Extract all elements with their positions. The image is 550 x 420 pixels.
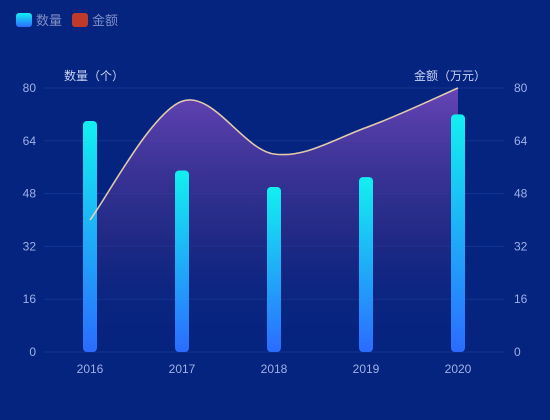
y-right-tick-label: 64 bbox=[514, 134, 528, 148]
x-tick-label: 2020 bbox=[445, 362, 472, 376]
y-left-tick-label: 32 bbox=[23, 239, 37, 253]
quantity-bar[interactable] bbox=[359, 177, 373, 352]
y-right-axis-title: 金额（万元） bbox=[414, 68, 486, 83]
y-left-tick-label: 0 bbox=[29, 345, 36, 359]
quantity-bars bbox=[83, 114, 465, 353]
x-tick-label: 2018 bbox=[261, 362, 288, 376]
y-left-tick-label: 48 bbox=[23, 187, 37, 201]
y-left-tick-label: 16 bbox=[23, 292, 37, 306]
axis-labels: 0 16 32 48 64 80 0 16 32 48 64 80 2016 2017 2018 2019 20… bbox=[23, 81, 528, 376]
quantity-bar[interactable] bbox=[451, 114, 465, 353]
y-left-tick-label: 64 bbox=[23, 134, 37, 148]
quantity-bar[interactable] bbox=[83, 121, 97, 352]
legend-label-amount: 金额 bbox=[92, 13, 118, 28]
x-tick-label: 2017 bbox=[169, 362, 196, 376]
legend-label-quantity: 数量 bbox=[36, 13, 62, 28]
amount-line[interactable] bbox=[89, 87, 459, 221]
legend: 数量 金额 bbox=[16, 13, 118, 28]
amount-line-layer bbox=[89, 87, 459, 221]
y-left-tick-label: 80 bbox=[23, 81, 37, 95]
legend-swatch-quantity bbox=[16, 13, 32, 27]
quantity-bar[interactable] bbox=[175, 170, 189, 353]
y-right-tick-label: 16 bbox=[514, 292, 528, 306]
legend-item-amount[interactable]: 金额 bbox=[72, 13, 118, 28]
x-tick-label: 2016 bbox=[77, 362, 104, 376]
y-right-tick-label: 80 bbox=[514, 81, 528, 95]
y-right-tick-label: 48 bbox=[514, 187, 528, 201]
y-left-axis-title: 数量（个） bbox=[64, 68, 124, 83]
legend-item-quantity[interactable]: 数量 bbox=[16, 13, 62, 28]
y-right-tick-label: 32 bbox=[514, 239, 528, 253]
quantity-bar[interactable] bbox=[267, 187, 281, 352]
y-right-tick-label: 0 bbox=[514, 345, 521, 359]
x-tick-label: 2019 bbox=[353, 362, 380, 376]
legend-swatch-amount bbox=[72, 13, 88, 27]
